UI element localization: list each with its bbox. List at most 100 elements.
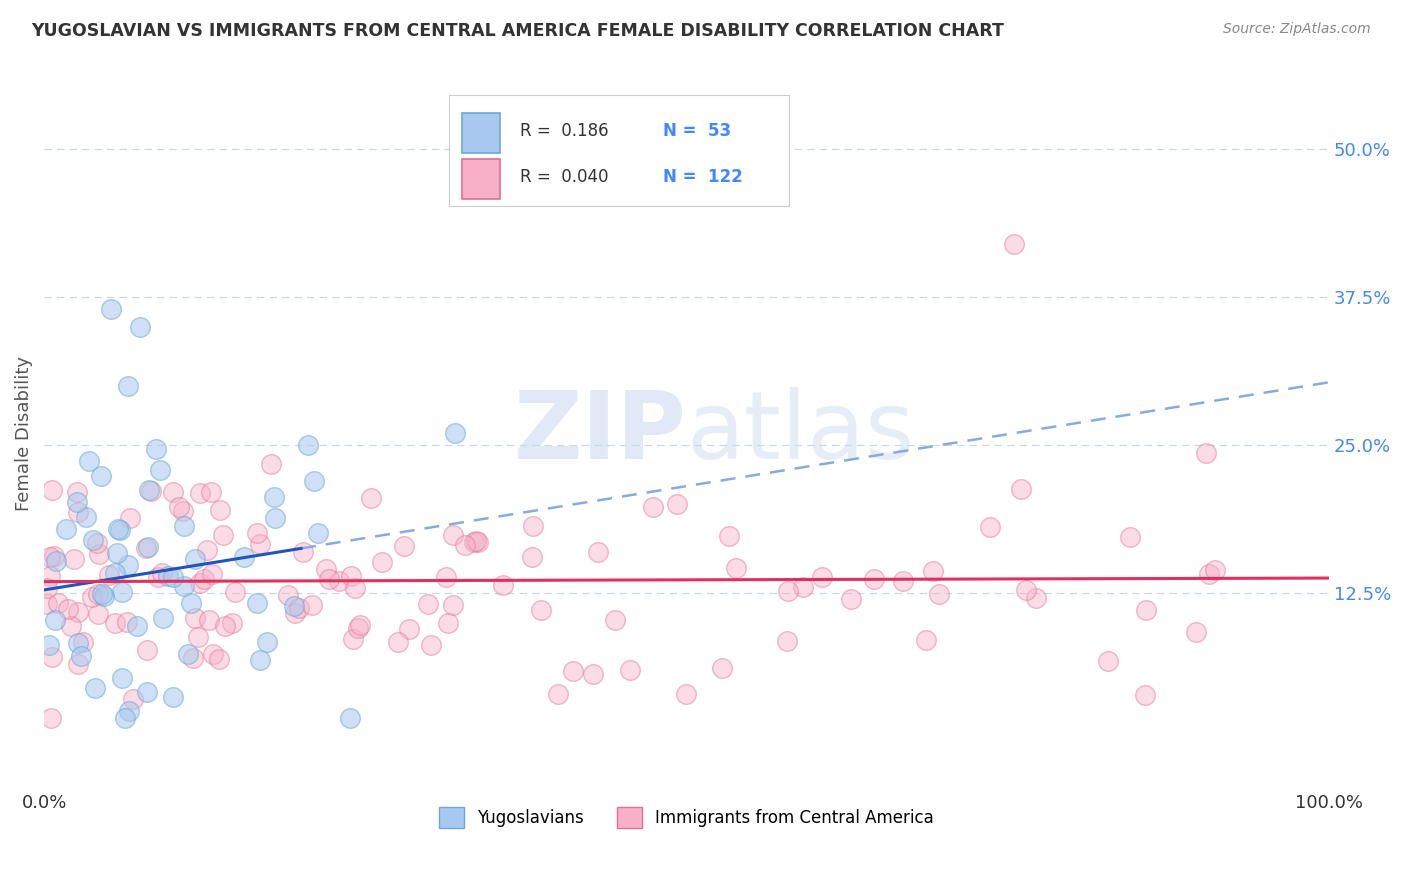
- Point: [90, 469, 112, 483]
- Point: [246, 526, 269, 541]
- Point: [387, 635, 409, 649]
- Legend: Yugoslavians, Immigrants from Central America: Yugoslavians, Immigrants from Central Am…: [432, 801, 941, 834]
- Point: [776, 633, 799, 648]
- Y-axis label: Female Disability: Female Disability: [15, 356, 32, 511]
- Point: [187, 630, 209, 644]
- Point: [115, 615, 138, 629]
- Point: [44, 613, 66, 627]
- Point: [208, 503, 231, 517]
- Point: [37, 582, 59, 596]
- Point: [93, 589, 115, 603]
- Point: [82, 533, 104, 547]
- Point: [392, 539, 415, 553]
- Point: [360, 491, 382, 506]
- Point: [441, 528, 464, 542]
- Point: [122, 692, 145, 706]
- Point: [492, 578, 515, 592]
- Point: [792, 580, 814, 594]
- Point: [264, 511, 287, 525]
- Point: [582, 666, 605, 681]
- Point: [675, 687, 697, 701]
- Point: [260, 457, 283, 471]
- Point: [66, 636, 89, 650]
- Point: [80, 590, 103, 604]
- Point: [398, 622, 420, 636]
- Point: [292, 545, 315, 559]
- Point: [249, 537, 271, 551]
- Point: [256, 635, 278, 649]
- Text: YUGOSLAVIAN VS IMMIGRANTS FROM CENTRAL AMERICA FEMALE DISABILITY CORRELATION CHA: YUGOSLAVIAN VS IMMIGRANTS FROM CENTRAL A…: [31, 22, 1004, 40]
- Point: [35, 598, 58, 612]
- Point: [928, 587, 950, 601]
- Point: [157, 569, 180, 583]
- Point: [202, 647, 225, 661]
- Point: [181, 651, 204, 665]
- Point: [150, 566, 173, 581]
- Text: Source: ZipAtlas.com: Source: ZipAtlas.com: [1223, 22, 1371, 37]
- Point: [60, 619, 83, 633]
- Point: [162, 690, 184, 704]
- Point: [97, 568, 120, 582]
- Point: [104, 615, 127, 630]
- Point: [1204, 563, 1226, 577]
- Point: [75, 510, 97, 524]
- Point: [111, 585, 134, 599]
- Point: [66, 605, 89, 619]
- Point: [38, 569, 60, 583]
- Point: [84, 681, 107, 696]
- Point: [263, 490, 285, 504]
- Point: [725, 561, 748, 575]
- Point: [172, 504, 194, 518]
- Point: [718, 528, 741, 542]
- Point: [118, 511, 141, 525]
- Point: [195, 543, 218, 558]
- Point: [103, 566, 125, 580]
- Point: [619, 663, 641, 677]
- Point: [145, 442, 167, 457]
- Point: [66, 505, 89, 519]
- Point: [641, 500, 664, 515]
- Point: [55, 522, 77, 536]
- Point: [339, 569, 361, 583]
- Point: [436, 616, 458, 631]
- Point: [224, 585, 246, 599]
- Point: [200, 485, 222, 500]
- Point: [1119, 530, 1142, 544]
- Point: [249, 653, 271, 667]
- Point: [915, 633, 938, 648]
- Point: [148, 570, 170, 584]
- Point: [180, 596, 202, 610]
- Point: [114, 711, 136, 725]
- Point: [463, 534, 485, 549]
- Point: [522, 518, 544, 533]
- Point: [118, 704, 141, 718]
- Point: [105, 546, 128, 560]
- Point: [283, 599, 305, 613]
- Point: [1097, 653, 1119, 667]
- Point: [1015, 583, 1038, 598]
- Point: [188, 485, 211, 500]
- Point: [1184, 624, 1206, 639]
- Point: [454, 538, 477, 552]
- Point: [87, 586, 110, 600]
- Point: [441, 598, 464, 612]
- Point: [136, 540, 159, 554]
- Point: [208, 652, 231, 666]
- Point: [162, 570, 184, 584]
- Point: [1135, 602, 1157, 616]
- Point: [100, 301, 122, 316]
- Point: [297, 438, 319, 452]
- Point: [66, 495, 89, 509]
- Point: [91, 587, 114, 601]
- Point: [46, 596, 69, 610]
- Point: [277, 588, 299, 602]
- Point: [444, 426, 467, 441]
- Point: [246, 596, 269, 610]
- Point: [665, 497, 688, 511]
- Point: [233, 549, 256, 564]
- Point: [349, 618, 371, 632]
- Point: [136, 643, 159, 657]
- Point: [979, 520, 1001, 534]
- Point: [173, 579, 195, 593]
- Point: [434, 570, 457, 584]
